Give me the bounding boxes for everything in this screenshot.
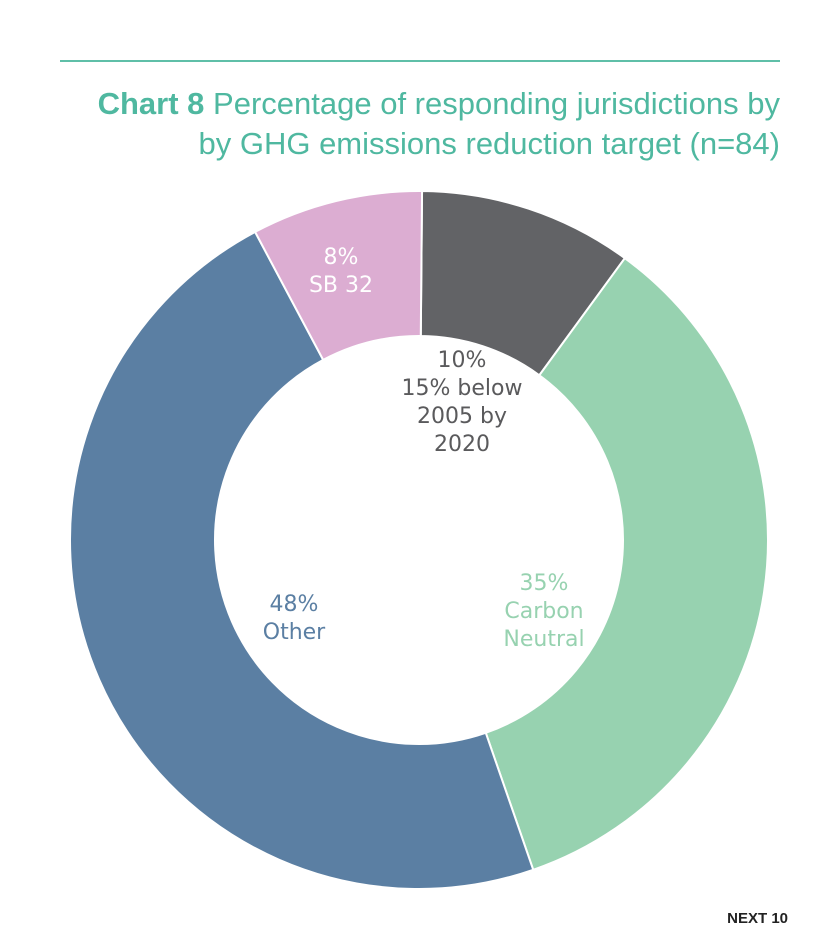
slice-label-0: 10% 15% below 2005 by 2020	[402, 348, 523, 457]
slice-label-2-line-0: 48%	[270, 592, 319, 617]
slice-label-1-line-0: 35%	[520, 571, 569, 596]
slice-label-2-line-1: Other	[263, 620, 326, 645]
title-rule	[60, 60, 780, 62]
slice-label-0-line-0: 10%	[438, 348, 487, 373]
slice-label-0-line-3: 2020	[434, 432, 490, 457]
donut-slice-1	[484, 256, 769, 872]
chart-title: Chart 8 Percentage of responding jurisdi…	[60, 84, 780, 164]
slice-label-0-line-2: 2005 by	[417, 404, 507, 429]
slice-label-1: 35% Carbon Neutral	[503, 571, 584, 652]
title-line-1: Chart 8 Percentage of responding jurisdi…	[60, 84, 780, 124]
title-text-1: Percentage of responding jurisdictions b…	[213, 86, 780, 121]
slice-label-3-line-0: 8%	[324, 245, 359, 270]
slice-label-2: 48% Other	[263, 592, 326, 645]
donut-slice-2	[69, 230, 535, 890]
source-credit: NEXT 10	[727, 910, 788, 927]
slice-label-1-line-2: Neutral	[503, 627, 584, 652]
chart-number: Chart 8	[97, 86, 205, 121]
slice-label-3: 8% SB 32	[309, 245, 373, 298]
slice-label-1-line-1: Carbon	[504, 599, 583, 624]
slice-label-0-line-1: 15% below	[402, 376, 523, 401]
slice-label-3-line-1: SB 32	[309, 273, 373, 298]
donut-slice-3	[253, 190, 424, 362]
title-line-2: by GHG emissions reduction target (n=84)	[198, 126, 780, 161]
